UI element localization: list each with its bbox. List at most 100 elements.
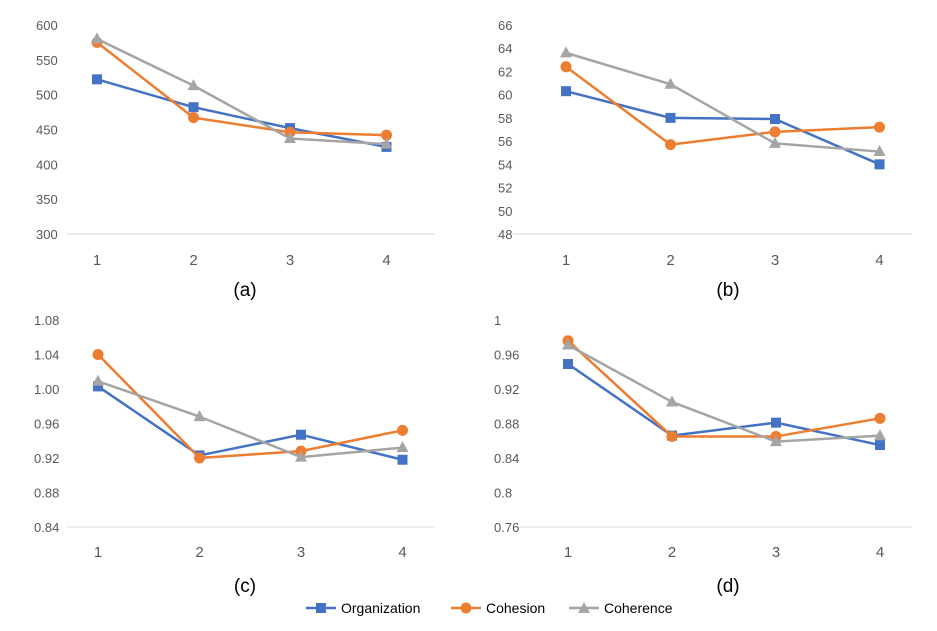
panel-caption: (d) [716, 576, 739, 597]
legend-label-organization: Organization [341, 600, 420, 616]
data-point-organization [875, 440, 885, 451]
legend-item-coherence: Coherence [569, 600, 673, 616]
series-line-coherence [97, 380, 403, 459]
series-line-cohesion [565, 65, 880, 146]
y-tick-label: 1 [494, 313, 501, 328]
legend: Organization Cohesion Coherence [306, 600, 673, 616]
data-point-cohesion [874, 121, 885, 133]
series-line-coherence [565, 51, 880, 153]
y-tick-label: 450 [36, 123, 58, 138]
data-point-cohesion [665, 139, 676, 151]
x-tick-label: 1 [94, 544, 102, 561]
x-tick-label: 4 [382, 252, 390, 269]
x-tick-label: 4 [876, 544, 884, 561]
series-line-cohesion [97, 353, 403, 460]
y-tick-label: 54 [498, 157, 512, 172]
panel-caption: (b) [716, 280, 739, 301]
x-tick-label: 3 [772, 544, 780, 561]
y-tick-label: 0.88 [34, 486, 59, 501]
data-point-organization [561, 86, 571, 97]
chart-panels: 300 350 400 450 500 550 600 1 2 3 4 (a) 48 50 52 54 56 58… [34, 18, 912, 597]
chart-panel-4: 0.76 0.8 0.84 0.88 0.92 0.96 1 1 2 3 4 (d) [494, 313, 912, 597]
panel-caption: (c) [234, 576, 256, 597]
data-point-organization [874, 159, 885, 170]
data-point-organization [93, 381, 103, 392]
legend-label-cohesion: Cohesion [486, 600, 545, 616]
y-tick-label: 400 [36, 157, 58, 172]
chart-panel-2: 48 50 52 54 56 58 60 62 64 66 1 2 3 4 (b) [498, 18, 912, 301]
data-point-coherence [92, 374, 104, 386]
data-point-organization [665, 112, 676, 123]
data-point-coherence [769, 136, 781, 148]
data-point-cohesion [92, 349, 104, 360]
data-point-organization [563, 358, 573, 369]
legend-marker-cohesion [460, 602, 472, 614]
series-line-cohesion [567, 339, 881, 438]
y-tick-label: 0.92 [494, 382, 519, 397]
data-point-coherence [91, 32, 103, 44]
x-tick-label: 2 [666, 252, 674, 269]
chart-panel-3: 0.84 0.88 0.92 0.96 1.00 1.04 1.08 1 2 3 4 (c) [34, 313, 435, 597]
data-point-cohesion [397, 424, 408, 436]
y-tick-label: 350 [36, 192, 58, 207]
y-tick-label: 50 [498, 204, 512, 219]
y-tick-label: 0.88 [494, 417, 519, 432]
data-point-organization [771, 417, 781, 428]
x-tick-label: 1 [564, 544, 572, 561]
x-tick-label: 3 [297, 544, 305, 561]
data-point-organization [296, 429, 306, 440]
series-line-cohesion [96, 41, 387, 137]
data-point-cohesion [381, 129, 392, 141]
data-point-cohesion [769, 126, 781, 138]
y-tick-label: 0.92 [34, 451, 59, 466]
y-tick-label: 1.00 [34, 382, 59, 397]
data-point-coherence [874, 429, 886, 441]
x-tick-label: 3 [286, 252, 294, 269]
panel-caption: (a) [233, 280, 256, 301]
data-point-coherence [873, 145, 886, 157]
legend-marker-organization [316, 603, 326, 613]
series-line-organization [97, 385, 403, 461]
data-point-coherence [666, 395, 678, 407]
series-line-coherence [567, 343, 881, 443]
legend-item-cohesion: Cohesion [451, 600, 545, 616]
x-tick-label: 1 [93, 252, 101, 269]
x-tick-label: 1 [562, 252, 570, 269]
chart-panel-1: 300 350 400 450 500 550 600 1 2 3 4 (a) [36, 18, 435, 301]
y-tick-label: 52 [498, 181, 512, 196]
legend-label-coherence: Coherence [604, 600, 673, 616]
x-tick-label: 4 [875, 252, 883, 269]
data-point-cohesion [188, 112, 199, 124]
y-tick-label: 300 [36, 227, 58, 242]
y-tick-label: 0.84 [34, 520, 59, 535]
x-tick-label: 2 [189, 252, 197, 269]
y-tick-label: 66 [498, 18, 512, 33]
data-point-coherence [562, 338, 574, 350]
x-tick-label: 4 [398, 544, 406, 561]
y-tick-label: 500 [36, 88, 58, 103]
y-tick-label: 1.08 [34, 313, 59, 328]
y-tick-label: 0.96 [34, 417, 59, 432]
data-point-organization [770, 114, 780, 125]
y-tick-label: 550 [36, 53, 58, 68]
series-line-organization [567, 362, 881, 447]
data-point-coherence [193, 410, 206, 422]
series-line-organization [96, 78, 387, 149]
data-point-cohesion [194, 452, 205, 464]
x-tick-label: 2 [195, 544, 203, 561]
series-line-coherence [96, 37, 387, 146]
y-tick-label: 48 [498, 227, 512, 242]
y-tick-label: 62 [498, 64, 512, 79]
data-point-coherence [284, 132, 296, 144]
data-point-cohesion [874, 412, 886, 424]
y-tick-label: 60 [498, 88, 512, 103]
y-tick-label: 0.84 [494, 451, 519, 466]
y-tick-label: 0.76 [494, 520, 519, 535]
y-tick-label: 56 [498, 134, 512, 149]
data-point-organization [92, 74, 102, 85]
data-point-coherence [187, 79, 200, 91]
legend-item-organization: Organization [306, 600, 420, 616]
y-tick-label: 1.04 [34, 348, 59, 363]
data-point-coherence [770, 435, 782, 447]
